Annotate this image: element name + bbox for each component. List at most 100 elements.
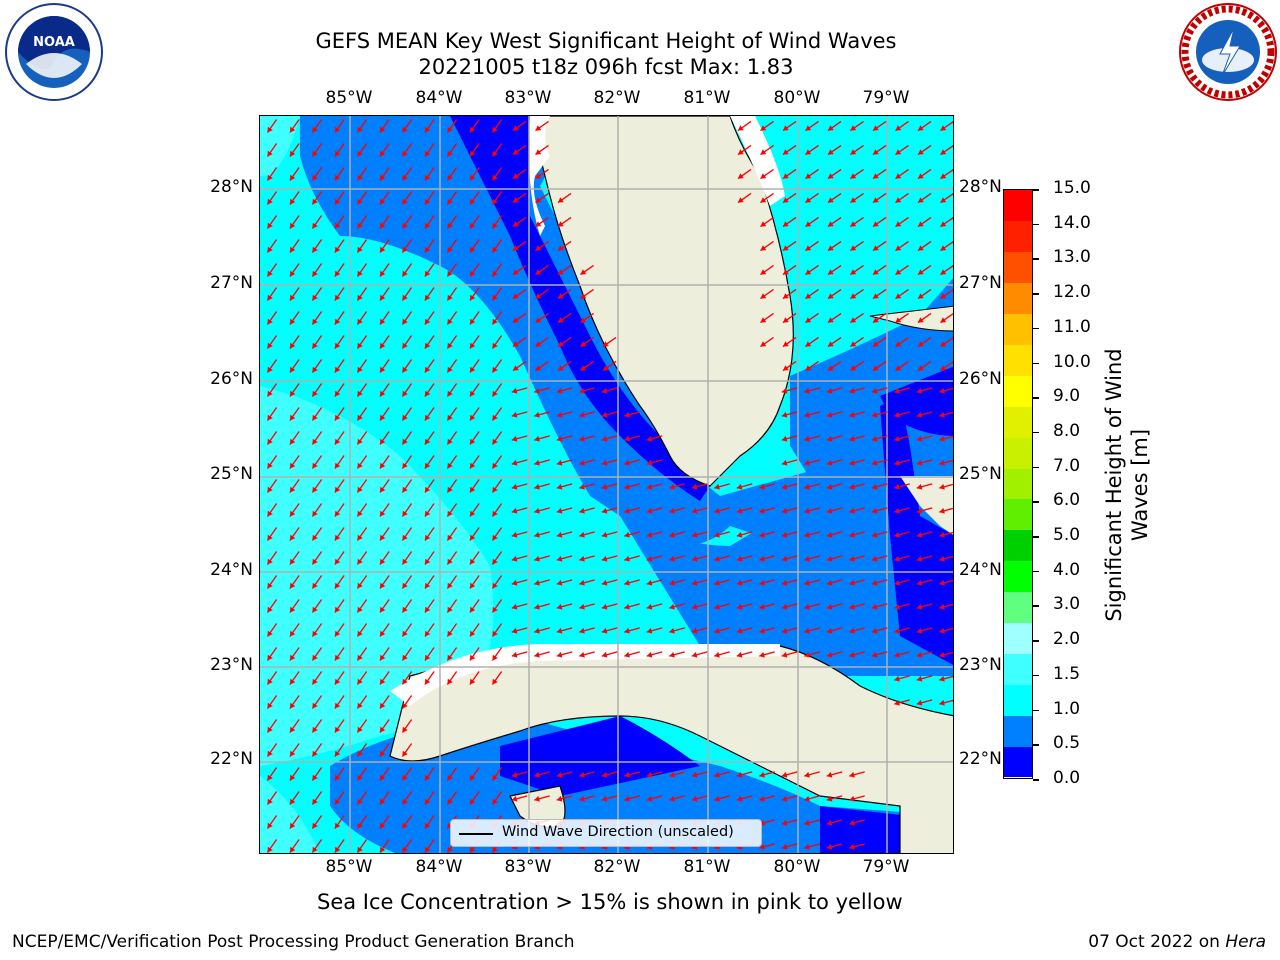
wind-arrow-head <box>469 342 476 349</box>
wind-arrow-head <box>939 555 945 562</box>
wind-arrow-head <box>760 245 767 251</box>
wind-arrow-head <box>895 341 902 347</box>
wind-arrow-head <box>511 771 518 778</box>
wind-arrow-head <box>781 531 788 538</box>
wind-arrow-head <box>357 606 363 613</box>
wind-arrow-head <box>601 387 608 394</box>
wind-arrow-head <box>827 197 834 203</box>
graticule <box>260 116 953 853</box>
colorbar-tick <box>1033 189 1039 191</box>
wind-arrow-head <box>556 483 563 490</box>
wind-arrow-head <box>424 414 431 421</box>
wind-arrow-head <box>556 459 563 466</box>
wind-arrow-head <box>579 579 585 586</box>
wind-arrow-head <box>940 341 947 347</box>
wind-arrow-head <box>402 678 408 685</box>
wind-arrow-head <box>357 726 363 733</box>
svg-text:NOAA: NOAA <box>33 35 75 50</box>
wind-arrow-head <box>939 675 945 682</box>
colorbar-tick-label: 0.5 <box>1053 733 1081 754</box>
wind-arrow-head <box>624 459 630 466</box>
colorbar-tick-label: 2.0 <box>1053 629 1081 650</box>
wind-arrow-head <box>267 246 273 253</box>
wind-arrow-head <box>556 555 563 562</box>
wind-arrow-head <box>917 149 924 155</box>
wind-arrow-head <box>940 149 947 155</box>
wind-arrow-head <box>691 771 698 778</box>
wind-arrow-head <box>580 317 587 323</box>
wind-arrow-head <box>312 750 318 757</box>
wind-arrow-head <box>895 293 902 299</box>
wind-arrow-head <box>357 222 363 229</box>
wind-arrow-head <box>357 294 363 301</box>
colorbar-segment <box>1004 684 1032 716</box>
lat-tick-left: 22°N <box>210 749 253 769</box>
wind-arrow-head <box>267 726 273 733</box>
wind-arrow-head <box>402 150 408 157</box>
wind-arrow-head <box>940 221 947 227</box>
wind-arrow-head <box>312 774 318 781</box>
wind-arrow-head <box>624 531 630 538</box>
wind-arrow-head <box>601 435 608 442</box>
wind-arrow-head <box>894 603 900 610</box>
wind-arrow-head <box>804 411 810 418</box>
wind-arrow-head <box>872 173 879 179</box>
wind-arrow-head <box>267 654 273 661</box>
wind-arrow-head <box>601 555 608 562</box>
wind-arrow-head <box>511 603 518 610</box>
wind-arrow-head <box>714 555 720 562</box>
wind-arrow-head <box>579 435 585 442</box>
wind-arrow-head <box>357 246 363 253</box>
wind-arrow-head <box>894 531 900 538</box>
wind-arrow-head <box>691 507 698 514</box>
wind-arrow-head <box>469 150 476 157</box>
wind-arrow-head <box>402 366 408 373</box>
wind-arrow-head <box>691 795 698 802</box>
wind-arrow-head <box>669 579 675 586</box>
wind-arrow-head <box>579 795 585 802</box>
colorbar-tick <box>1033 431 1039 434</box>
wind-arrow-head <box>469 198 476 205</box>
wind-arrow-head <box>894 579 900 586</box>
wind-arrow-head <box>557 269 564 275</box>
wind-arrow-head <box>312 126 318 133</box>
wind-arrow-head <box>804 651 810 658</box>
lat-tick-left: 27°N <box>210 273 253 293</box>
wind-arrow-head <box>492 174 498 181</box>
wind-arrow-head <box>447 126 453 133</box>
wind-arrow-head <box>492 630 498 637</box>
wind-arrow-head <box>312 654 318 661</box>
wind-arrow-head <box>312 582 318 589</box>
wind-arrow-head <box>916 555 923 562</box>
wind-arrow-head <box>469 318 476 325</box>
wind-arrow-head <box>916 387 923 394</box>
noaa-logo: NOAA <box>5 3 103 101</box>
wind-arrow-head <box>557 245 564 251</box>
wind-arrow-head <box>379 486 386 493</box>
wind-arrow-head <box>334 774 341 781</box>
wind-arrow-head <box>492 222 498 229</box>
wind-arrow-head <box>895 173 902 179</box>
colorbar <box>1003 189 1033 779</box>
lat-tick-left: 26°N <box>210 369 253 389</box>
lat-tick-right: 27°N <box>959 273 1002 293</box>
wind-arrow-head <box>579 603 585 610</box>
wind-arrow-head <box>760 341 767 347</box>
wind-arrow-head <box>737 197 744 203</box>
wind-arrow-head <box>469 582 476 589</box>
wind-arrow-head <box>312 174 318 181</box>
wind-arrow-head <box>334 702 341 709</box>
colorbar-tick <box>1033 570 1039 573</box>
wind-arrow-head <box>602 341 609 347</box>
wind-arrow-head <box>511 531 518 538</box>
wind-arrow-head <box>289 486 296 493</box>
wind-arrow-head <box>804 843 810 850</box>
wind-arrow-head <box>379 150 386 157</box>
colorbar-tick-label: 12.0 <box>1053 282 1091 303</box>
wind-arrow-head <box>939 531 945 538</box>
wind-arrow-head <box>334 582 341 589</box>
wind-arrow-head <box>646 579 653 586</box>
wind-arrow-head <box>267 822 273 829</box>
wind-arrow-head <box>849 507 855 514</box>
wind-arrow-head <box>781 843 788 850</box>
